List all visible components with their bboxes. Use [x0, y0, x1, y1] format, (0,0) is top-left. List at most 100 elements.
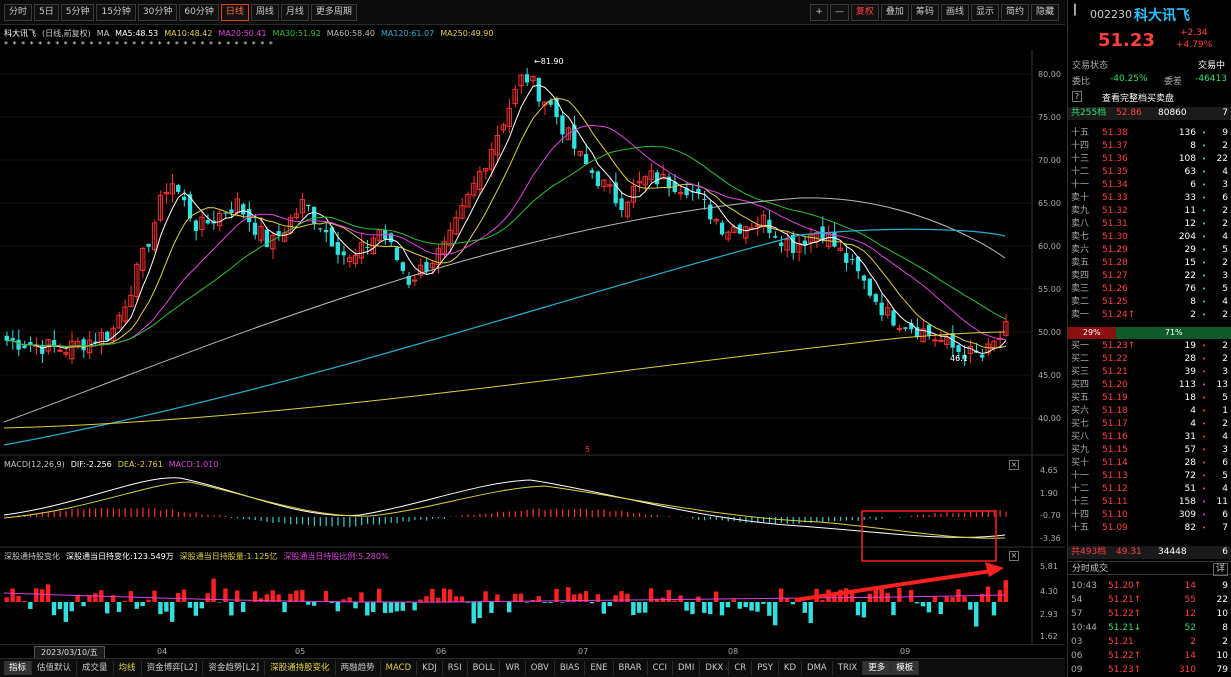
indicator-tab[interactable]: MACD: [381, 661, 418, 675]
candle-body: [276, 231, 281, 236]
tick-count: 10: [1216, 609, 1228, 619]
buy-sell-ratio: 29% 71%: [1068, 327, 1231, 339]
indicator-tab[interactable]: 资金博弈[L2]: [142, 661, 204, 675]
candle-body: [105, 331, 110, 341]
full-orderbook-button[interactable]: 查看完整档买卖盘: [1102, 94, 1175, 104]
period-tab[interactable]: 月线: [280, 3, 309, 21]
help-icon[interactable]: ?: [1072, 91, 1082, 102]
indicator-tab[interactable]: BRAR: [614, 661, 648, 675]
indicator-tab[interactable]: KD: [779, 661, 803, 675]
month-label: 09: [900, 647, 911, 656]
candle-body: [524, 74, 530, 83]
level-dot: •: [1201, 524, 1206, 532]
indicator-tab[interactable]: 深股通持股变化: [265, 661, 336, 675]
order-level: 买四 51.20 113 • 13: [1068, 379, 1231, 392]
hk-bar: [672, 600, 677, 602]
indicator-tabs: 指标 估值默认 成交量 均线 资金博弈[L2] 资金趋势[L2] 深股通持股变化 两融趋势 MA…: [0, 658, 1065, 677]
tick-price: 51.21↑: [1108, 595, 1142, 605]
candle-body: [554, 98, 559, 118]
macd-close-icon[interactable]: ×: [1009, 460, 1019, 470]
hk-close-icon[interactable]: ×: [1009, 551, 1019, 561]
tool-button[interactable]: 复权: [850, 4, 879, 21]
hk-bar: [583, 591, 589, 602]
indicator-tab[interactable]: ENE: [585, 661, 614, 675]
order-level: 卖三 51.26 76 • 5: [1068, 283, 1231, 296]
hk-bar: [637, 602, 642, 613]
level-count: 13: [1216, 380, 1228, 390]
indicator-tab[interactable]: OBV: [526, 661, 555, 675]
level-price: 51.21: [1102, 367, 1128, 377]
period-tab[interactable]: 日线: [220, 3, 249, 21]
indicator-tab[interactable]: 成交量: [77, 661, 114, 675]
period-tab[interactable]: 15分钟: [96, 3, 136, 21]
indicator-tab[interactable]: PSY: [752, 661, 779, 675]
indicator-tab[interactable]: DMI: [673, 661, 701, 675]
tool-button[interactable]: 筹码: [910, 4, 939, 21]
indicator-tab[interactable]: RSI: [443, 661, 468, 675]
period-tab[interactable]: 分时: [4, 3, 33, 21]
tool-button[interactable]: 简约: [1000, 4, 1029, 21]
candle-body: [879, 302, 884, 316]
tool-button[interactable]: 叠加: [880, 4, 909, 21]
tick-row: 10:44 51.21↓ 52 8: [1068, 622, 1231, 635]
indicator-tab[interactable]: 指标: [4, 661, 33, 675]
macd-tick: -3.36: [1040, 534, 1061, 543]
month-label: 06: [436, 647, 447, 656]
indicator-tab[interactable]: DKX: [700, 661, 730, 675]
indicator-tab[interactable]: 两融趋势: [336, 661, 381, 675]
indicator-tab[interactable]: CR: [729, 661, 753, 675]
menu-icon[interactable]: ▎: [1074, 5, 1082, 16]
period-tab[interactable]: 更多周期: [310, 3, 357, 21]
level-price: 51.35: [1102, 167, 1128, 177]
candle-body: [16, 339, 21, 350]
level-price: 51.19: [1102, 393, 1128, 403]
hk-bar: [560, 602, 565, 603]
indicator-tab[interactable]: 估值默认: [32, 661, 78, 675]
tool-button[interactable]: 显示: [970, 4, 999, 21]
tool-button[interactable]: 隐藏: [1030, 4, 1059, 21]
hk-bar: [181, 589, 187, 602]
indicator-tab[interactable]: WR: [500, 661, 526, 675]
candle-body: [985, 343, 991, 354]
hk-volume: 深股通当日持股量:1.125亿: [179, 552, 278, 561]
indicator-tab[interactable]: 模板: [891, 661, 920, 675]
chart-mode[interactable]: (日线,前复权): [42, 28, 91, 38]
period-tab[interactable]: 60分钟: [179, 3, 219, 21]
indicator-tab[interactable]: BIAS: [555, 661, 586, 675]
level-count: 22: [1216, 154, 1228, 164]
ma-label[interactable]: MA: [96, 28, 110, 38]
hk-bar: [867, 593, 873, 602]
hk-name[interactable]: 深股通持股变化: [4, 552, 60, 561]
tool-button[interactable]: +: [810, 4, 828, 21]
hk-bar: [205, 593, 210, 602]
tick-time: 06: [1071, 651, 1083, 661]
candle-body: [849, 259, 855, 261]
level-label: 十二: [1071, 484, 1090, 494]
candle-body: [365, 247, 370, 249]
tool-button[interactable]: —: [829, 4, 849, 21]
indicator-tab[interactable]: 资金趋势[L2]: [203, 661, 266, 675]
period-tab[interactable]: 5日: [34, 3, 59, 21]
indicator-tab[interactable]: DMA: [802, 661, 833, 675]
indicator-tab[interactable]: CCI: [648, 661, 674, 675]
period-tab[interactable]: 周线: [250, 3, 279, 21]
level-price: 51.16: [1102, 432, 1128, 442]
period-tab[interactable]: 5分钟: [60, 3, 95, 21]
indicator-tab[interactable]: 更多: [863, 661, 892, 675]
candle-body: [713, 218, 719, 222]
indicator-tab[interactable]: TRIX: [833, 661, 864, 675]
indicator-tab[interactable]: BOLL: [468, 661, 501, 675]
indicator-tab[interactable]: KDJ: [417, 661, 443, 675]
event-marks[interactable]: * * * * * * * * * * * * * * * * * * * * …: [4, 40, 274, 49]
ticks-detail-button[interactable]: 详: [1212, 563, 1228, 576]
indicator-tab[interactable]: 均线: [114, 661, 142, 675]
period-tab[interactable]: 30分钟: [137, 3, 178, 21]
hk-bar: [16, 595, 21, 602]
candle-body: [453, 217, 459, 235]
tool-button[interactable]: 画线: [940, 4, 969, 21]
level-price: 51.30: [1102, 232, 1128, 242]
kline-chart[interactable]: 80.00 75.00 70.00 65.00 60.00 55.00 50.00 45.00…: [0, 50, 1065, 644]
candle-body: [767, 219, 772, 233]
macd-name[interactable]: MACD(12,26,9): [4, 460, 65, 469]
candle-body: [441, 241, 447, 255]
